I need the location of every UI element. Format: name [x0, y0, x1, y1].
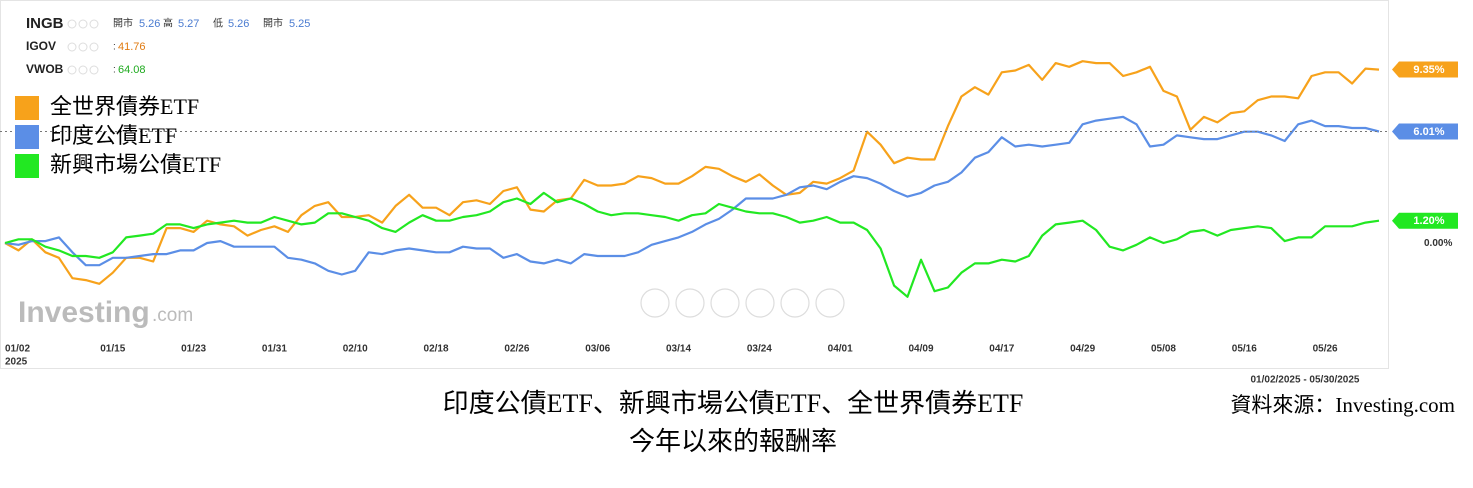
x-tick-label: 01/23: [181, 344, 206, 355]
x-tick-label: 01/02: [5, 344, 30, 355]
field-value: 5.26: [228, 18, 249, 30]
field-value: 5.25: [289, 18, 310, 30]
x-tick-label: 05/16: [1232, 344, 1257, 355]
field-label: :: [113, 42, 116, 53]
icon: [78, 42, 88, 52]
legend-label: 新興市場公債ETF: [50, 152, 221, 177]
icon: [78, 19, 88, 29]
x-tick-label: 03/06: [585, 344, 610, 355]
legend-swatch: [15, 154, 39, 178]
x-tick-label: 05/26: [1313, 344, 1338, 355]
y-tick-label: 0.00%: [1424, 238, 1452, 249]
field-label: 低: [213, 17, 223, 30]
field-label: 開市: [263, 17, 283, 30]
x-tick-label: 01/31: [262, 344, 287, 355]
x-tick-label: 04/17: [989, 344, 1014, 355]
x-tick-label: 02/26: [504, 344, 529, 355]
field-value: 41.76: [118, 41, 146, 53]
series-line: [4, 115, 1380, 276]
field-value: 5.26: [139, 18, 160, 30]
caption-line: 印度公債ETF、新興市場公債ETF、全世界債券ETF: [443, 389, 1024, 418]
icon: [89, 42, 99, 52]
value-label: 6.01%: [1413, 126, 1444, 138]
icon: [89, 19, 99, 29]
legend-label: 全世界債券ETF: [50, 94, 199, 119]
field-value: 5.27: [178, 18, 199, 30]
x-tick-label: 04/29: [1070, 344, 1095, 355]
value-tag: [1392, 61, 1458, 78]
legend-swatch: [15, 96, 39, 120]
x-tick-label: 03/24: [747, 344, 772, 355]
icon: [78, 65, 88, 75]
x-tick-label: 03/14: [666, 344, 691, 355]
watermark-suffix: .com: [152, 305, 193, 326]
source: 資料來源：Investing.com: [1230, 393, 1455, 417]
x-tick-label: 01/15: [100, 344, 125, 355]
symbol: VWOB: [26, 62, 64, 76]
legend-label: 印度公債ETF: [50, 123, 177, 148]
x-tick-label: 02/10: [343, 344, 368, 355]
icon: [67, 42, 77, 52]
value-label: 9.35%: [1413, 64, 1444, 76]
icon: [67, 19, 77, 29]
x-tick-label: 05/08: [1151, 344, 1176, 355]
field-value: 64.08: [118, 64, 146, 76]
watermark: Investing: [18, 296, 150, 329]
series-line: [4, 60, 1380, 285]
date-range: 01/02/2025 - 05/30/2025: [1251, 375, 1360, 386]
symbol: INGB: [26, 15, 64, 32]
nav-controls[interactable]: [640, 288, 845, 318]
series-line: [4, 191, 1380, 298]
value-tag: [1392, 123, 1458, 140]
x-year: 2025: [5, 357, 28, 368]
field-label: :: [113, 65, 116, 76]
symbol: IGOV: [26, 39, 56, 53]
value-tag: [1392, 212, 1458, 229]
value-label: 1.20%: [1413, 215, 1444, 227]
field-label: 開市: [113, 17, 133, 30]
icon: [89, 65, 99, 75]
icon: [67, 65, 77, 75]
legend-swatch: [15, 125, 39, 149]
x-tick-label: 04/01: [828, 344, 853, 355]
x-tick-label: 02/18: [424, 344, 449, 355]
field-label: 高: [163, 17, 173, 30]
plot-frame: [0, 0, 1389, 369]
caption-line: 今年以來的報酬率: [629, 427, 837, 456]
x-tick-label: 04/09: [908, 344, 933, 355]
